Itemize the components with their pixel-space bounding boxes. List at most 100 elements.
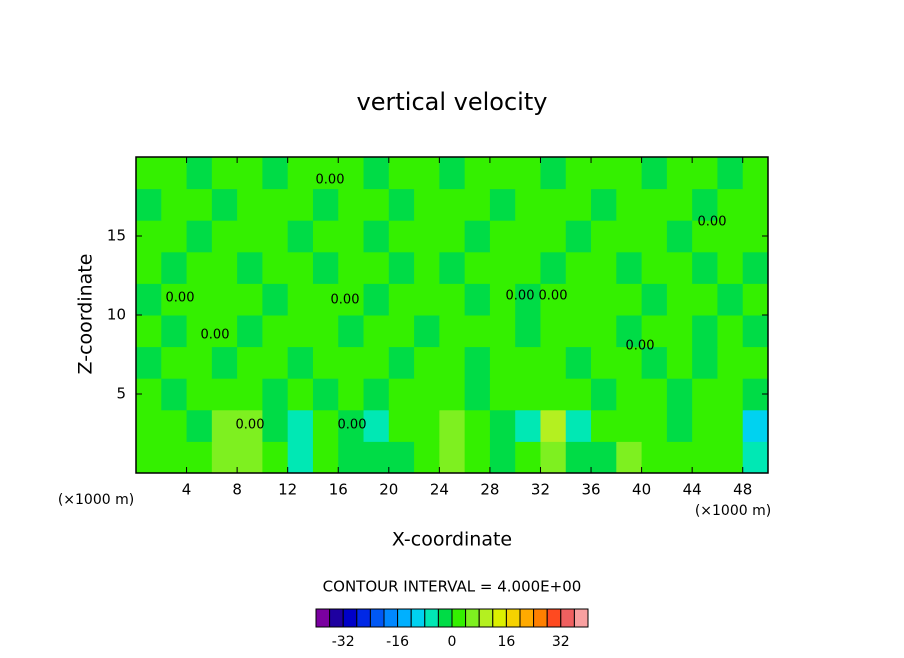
field-cell [262, 283, 289, 316]
field-cell [338, 346, 365, 379]
field-cell [439, 283, 466, 316]
field-cell [414, 188, 440, 221]
field-cell [262, 441, 289, 474]
x-tick-label: 32 [531, 481, 550, 499]
field [136, 157, 769, 474]
field-cell [363, 346, 390, 379]
contour-label: 0.00 [236, 418, 265, 433]
field-cell [186, 378, 213, 411]
colorbar-tick-label: 16 [497, 634, 515, 650]
field-cell [515, 441, 541, 474]
field-cell [312, 378, 339, 411]
x-tick-label: 44 [683, 481, 702, 499]
x-axis-label: X-coordinate [392, 529, 512, 551]
field-cell [287, 441, 314, 474]
field-cell [641, 283, 668, 316]
field-cell [742, 283, 769, 316]
field-cell [489, 283, 516, 316]
field-cell [312, 315, 339, 348]
colorbar-cell [315, 608, 331, 628]
field-cell [717, 409, 744, 442]
field-cell [717, 441, 744, 474]
field-cell [692, 315, 718, 348]
contour-label: 0.00 [506, 289, 535, 304]
field-cell [136, 283, 162, 316]
field-cell [211, 251, 238, 284]
field-cell [161, 188, 188, 221]
field-cell [616, 409, 643, 442]
field-cell [414, 346, 440, 379]
field-cell [540, 346, 567, 379]
field-cell [692, 157, 718, 190]
field-cell [237, 157, 263, 190]
field-cell [540, 315, 567, 348]
field-cell [363, 188, 390, 221]
field-cell [439, 409, 466, 442]
field-cell [464, 157, 491, 190]
field-cell [237, 346, 263, 379]
contour-label: 0.00 [539, 289, 568, 304]
field-cell [136, 188, 162, 221]
field-cell [414, 251, 440, 284]
field-cell [641, 157, 668, 190]
field-cell [515, 378, 541, 411]
field-cell [515, 346, 541, 379]
field-cell [186, 157, 213, 190]
field-cell [262, 346, 289, 379]
colorbar-cell [451, 608, 467, 628]
field-cell [742, 188, 769, 221]
field-cell [211, 188, 238, 221]
field-cell [338, 378, 365, 411]
field-cell [515, 157, 541, 190]
field-cell [591, 220, 617, 253]
field-cell [136, 409, 162, 442]
chart-title: vertical velocity [357, 88, 548, 116]
x-tick-label: 40 [632, 481, 651, 499]
field-cell [414, 220, 440, 253]
field-cell [237, 441, 263, 474]
field-cell [540, 157, 567, 190]
field-cell [565, 315, 592, 348]
field-cell [641, 251, 668, 284]
field-cell [287, 157, 314, 190]
field-cell [439, 188, 466, 221]
field-cell [464, 251, 491, 284]
field-cell [591, 441, 617, 474]
field-cell [237, 283, 263, 316]
y-axis-label: Z-coordinate [75, 254, 97, 375]
contour-label: 0.00 [316, 173, 345, 188]
field-cell [591, 251, 617, 284]
field-cell [439, 157, 466, 190]
contour-label: 0.00 [626, 339, 655, 354]
field-cell [591, 378, 617, 411]
field-cell [641, 315, 668, 348]
field-cell [186, 251, 213, 284]
field-cell [237, 315, 263, 348]
field-cell [464, 315, 491, 348]
field-cell [565, 378, 592, 411]
field-cell [136, 315, 162, 348]
field-cell [287, 378, 314, 411]
field-cell [363, 315, 390, 348]
field-cell [211, 441, 238, 474]
contour-label: 0.00 [166, 291, 195, 306]
field-cell [388, 188, 415, 221]
field-cell [363, 251, 390, 284]
field-cell [161, 220, 188, 253]
field-cell [742, 251, 769, 284]
field-cell [161, 157, 188, 190]
colorbar-cell [383, 608, 399, 628]
field-cell [237, 188, 263, 221]
field-cell [186, 315, 213, 348]
field-cell [666, 315, 693, 348]
field-cell [515, 220, 541, 253]
contour-label: 0.00 [698, 215, 727, 230]
field-cell [489, 378, 516, 411]
field-cell [464, 346, 491, 379]
field-cell [489, 188, 516, 221]
field-cell [287, 346, 314, 379]
colorbar-tick-label: -16 [386, 634, 409, 650]
field-cell [540, 378, 567, 411]
colorbar-tick-label: 0 [448, 634, 457, 650]
field-cell [388, 346, 415, 379]
